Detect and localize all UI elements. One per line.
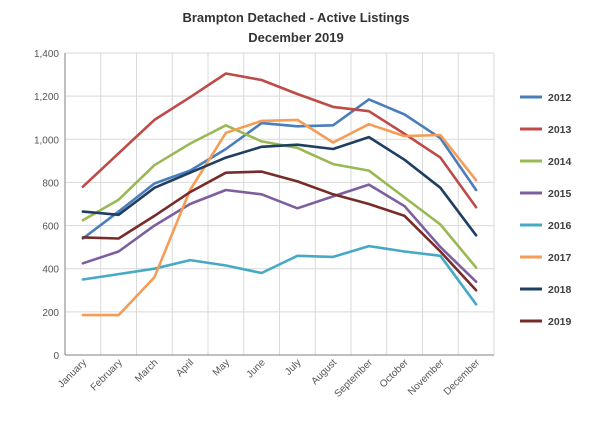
x-tick-label: March (133, 357, 160, 384)
y-tick-label: 1,200 (34, 92, 59, 103)
y-tick-label: 800 (42, 178, 59, 189)
chart-title: Brampton Detached - Active Listings (182, 10, 410, 25)
series-line-2012 (81, 98, 478, 240)
x-tick-label: February (89, 357, 125, 393)
series-line-2015 (81, 183, 478, 284)
y-tick-label: 200 (42, 308, 59, 319)
y-tick-label: 600 (42, 222, 59, 233)
y-tick-label: 1,400 (34, 49, 59, 60)
x-tick-label: December (442, 357, 483, 398)
x-tick-label: August (309, 357, 339, 387)
legend-label-2013: 2013 (548, 124, 572, 136)
legend-label-2019: 2019 (548, 316, 572, 328)
y-tick-label: 400 (42, 265, 59, 276)
legend-label-2017: 2017 (548, 252, 572, 264)
x-tick-label: October (378, 357, 411, 390)
x-tick-label: May (211, 357, 232, 378)
x-tick-label: September (333, 357, 376, 400)
x-tick-label: January (56, 357, 89, 390)
chart-subtitle: December 2019 (248, 30, 344, 45)
legend-label-2015: 2015 (548, 188, 572, 200)
legend-label-2014: 2014 (548, 156, 572, 168)
x-tick-label: June (245, 357, 268, 380)
series-line-2018 (81, 135, 478, 237)
series-line-2017 (81, 118, 478, 317)
y-tick-label: 0 (53, 351, 59, 362)
y-tick-label: 1,000 (34, 135, 59, 146)
legend: 2012 2013 2014 2015 2016 2017 2018 2019 (520, 92, 572, 328)
x-tick-label: July (283, 357, 303, 377)
legend-label-2018: 2018 (548, 284, 572, 296)
series-line-2016 (81, 244, 478, 306)
series-lines (81, 72, 478, 317)
x-tick-label: November (406, 357, 447, 398)
legend-label-2016: 2016 (548, 220, 572, 232)
series-line-2013 (81, 72, 478, 209)
legend-label-2012: 2012 (548, 92, 572, 104)
x-tick-label: April (174, 357, 196, 379)
series-line-2019 (81, 170, 478, 292)
